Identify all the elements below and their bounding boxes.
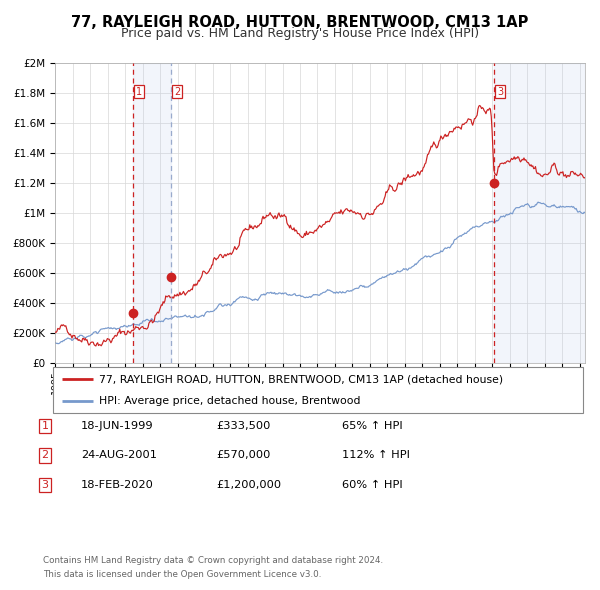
Bar xyxy=(494,63,585,363)
Text: £570,000: £570,000 xyxy=(216,451,271,460)
Text: 112% ↑ HPI: 112% ↑ HPI xyxy=(342,451,410,460)
Text: HPI: Average price, detached house, Brentwood: HPI: Average price, detached house, Bren… xyxy=(100,395,361,405)
Text: 77, RAYLEIGH ROAD, HUTTON, BRENTWOOD, CM13 1AP: 77, RAYLEIGH ROAD, HUTTON, BRENTWOOD, CM… xyxy=(71,15,529,30)
Text: 24-AUG-2001: 24-AUG-2001 xyxy=(81,451,157,460)
Text: 60% ↑ HPI: 60% ↑ HPI xyxy=(342,480,403,490)
Text: 65% ↑ HPI: 65% ↑ HPI xyxy=(342,421,403,431)
Text: This data is licensed under the Open Government Licence v3.0.: This data is licensed under the Open Gov… xyxy=(43,571,322,579)
Text: £333,500: £333,500 xyxy=(216,421,271,431)
Text: Price paid vs. HM Land Registry's House Price Index (HPI): Price paid vs. HM Land Registry's House … xyxy=(121,27,479,40)
Text: 77, RAYLEIGH ROAD, HUTTON, BRENTWOOD, CM13 1AP (detached house): 77, RAYLEIGH ROAD, HUTTON, BRENTWOOD, CM… xyxy=(100,375,503,385)
Bar xyxy=(133,63,172,363)
Text: Contains HM Land Registry data © Crown copyright and database right 2024.: Contains HM Land Registry data © Crown c… xyxy=(43,556,383,565)
Text: 2: 2 xyxy=(174,87,180,97)
Text: 3: 3 xyxy=(41,480,49,490)
Text: 18-JUN-1999: 18-JUN-1999 xyxy=(81,421,154,431)
Text: 1: 1 xyxy=(41,421,49,431)
Text: £1,200,000: £1,200,000 xyxy=(216,480,281,490)
Text: 3: 3 xyxy=(497,87,503,97)
Text: 2: 2 xyxy=(41,451,49,460)
Text: 1: 1 xyxy=(136,87,142,97)
Text: 18-FEB-2020: 18-FEB-2020 xyxy=(81,480,154,490)
